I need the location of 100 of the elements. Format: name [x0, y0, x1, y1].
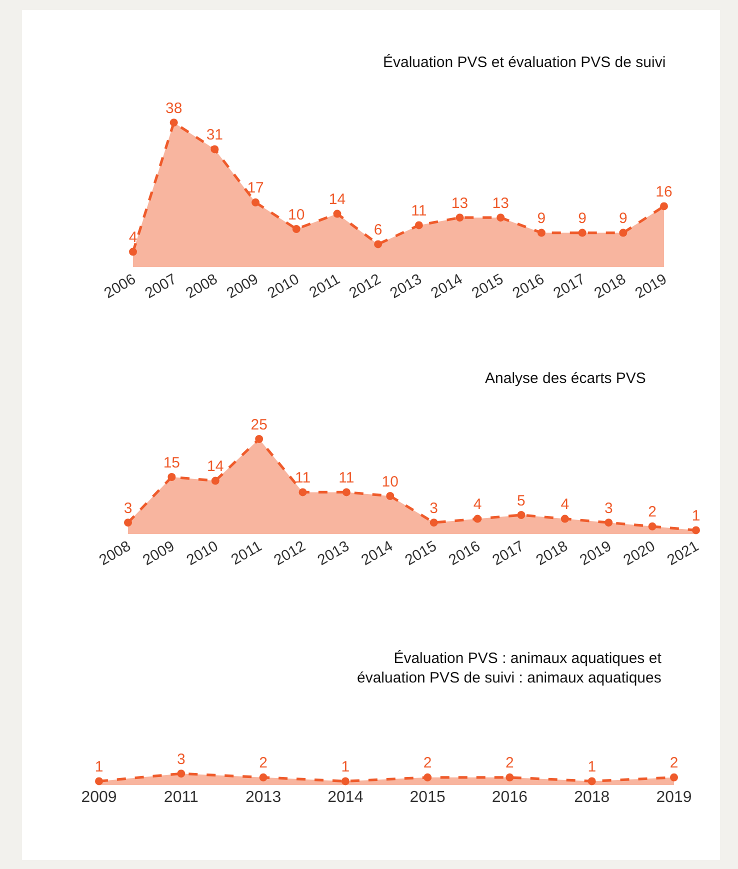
point	[210, 145, 219, 154]
x-tick-label: 2014	[358, 538, 396, 570]
data-label: 2	[670, 754, 678, 772]
point	[129, 248, 137, 256]
point	[474, 514, 482, 523]
point	[537, 228, 546, 237]
point	[124, 518, 132, 527]
x-tick-label: 2012	[271, 538, 309, 570]
data-label: 25	[250, 416, 268, 434]
x-tick-label: 2014	[328, 789, 364, 806]
data-label: 4	[473, 496, 482, 514]
data-label: 2	[506, 754, 514, 772]
data-label: 4	[128, 229, 138, 246]
data-label: 15	[163, 454, 180, 472]
point	[342, 488, 350, 496]
data-label: 1	[588, 758, 596, 776]
data-label: 3	[124, 500, 132, 517]
x-tick-label: 2018	[533, 538, 571, 570]
x-tick-label: 2015	[410, 789, 446, 806]
point	[660, 202, 668, 210]
data-label: 3	[176, 750, 186, 768]
data-label: 14	[207, 458, 224, 476]
point	[648, 522, 656, 530]
point	[298, 488, 307, 496]
data-label: 4	[560, 496, 570, 514]
x-tick-label: 2016	[446, 538, 484, 570]
data-label: 9	[618, 210, 628, 228]
point	[168, 473, 176, 481]
data-label: 2	[423, 754, 432, 772]
data-label: 5	[517, 492, 526, 510]
x-tick-label: 2008	[183, 270, 220, 302]
data-label: 13	[492, 194, 509, 212]
point	[578, 228, 586, 237]
data-label: 1	[341, 758, 350, 776]
point	[374, 240, 382, 248]
point	[456, 214, 464, 222]
x-tick-label: 2021	[664, 538, 702, 570]
x-tick-label: 2006	[101, 270, 139, 302]
x-tick-label: 2014	[428, 270, 466, 302]
x-tick-label: 2016	[510, 270, 548, 302]
data-label: 11	[294, 469, 311, 486]
x-tick-label: 2019	[576, 538, 614, 570]
point	[430, 518, 438, 527]
chart-title: Évaluation PVS : animaux aquatiques et évaluation PVS de suivi : animaux aquatiques	[357, 649, 662, 686]
data-label: 1	[692, 507, 700, 524]
x-tick-label: 2013	[245, 789, 282, 806]
x-tick-label: 2009	[140, 538, 178, 570]
x-tick-label: 2012	[346, 270, 384, 302]
data-label: 16	[656, 183, 672, 200]
point	[170, 118, 178, 127]
point	[496, 214, 505, 222]
data-label: 3	[604, 500, 613, 517]
point	[252, 198, 260, 206]
x-tick-label: 2008	[96, 538, 134, 570]
x-tick-label: 2019	[656, 789, 692, 806]
x-tick-label: 2013	[387, 270, 425, 302]
data-label: 13	[451, 194, 468, 212]
data-label: 9	[578, 210, 586, 228]
x-tick-label: 2016	[492, 789, 528, 806]
x-tick-label: 2018	[574, 789, 610, 806]
point	[333, 210, 342, 218]
data-label: 10	[288, 206, 305, 224]
x-tick-label: 2011	[164, 789, 198, 806]
x-tick-label: 2015	[402, 538, 440, 570]
x-tick-label: 2011	[306, 270, 343, 302]
data-label: 31	[206, 126, 224, 144]
point	[386, 492, 394, 500]
x-tick-label: 2017	[490, 538, 527, 570]
x-tick-label: 2018	[591, 270, 629, 302]
point	[619, 228, 628, 237]
x-tick-label: 2009	[81, 789, 117, 806]
x-tick-label: 2011	[228, 538, 265, 569]
x-tick-label: 2010	[184, 538, 222, 570]
chart-title: Analyse des écarts PVS	[485, 370, 646, 387]
data-label: 11	[411, 202, 427, 220]
x-tick-label: 2009	[224, 270, 262, 302]
data-label: 11	[338, 469, 354, 486]
data-label: 2	[259, 754, 268, 772]
point	[292, 225, 300, 233]
x-tick-label: 2007	[142, 270, 180, 302]
data-label: 6	[374, 221, 382, 238]
point	[692, 526, 700, 534]
x-tick-label: 2010	[264, 270, 302, 302]
x-tick-label: 2017	[550, 270, 588, 302]
point	[255, 435, 264, 443]
point	[560, 514, 569, 523]
data-label: 17	[247, 180, 264, 197]
point	[211, 476, 220, 485]
data-label: 38	[166, 100, 182, 117]
x-tick-label: 2013	[314, 538, 352, 570]
data-label: 2	[648, 504, 656, 521]
data-label: 14	[328, 191, 346, 208]
x-tick-label: 2015	[468, 270, 506, 302]
x-tick-label: 2020	[620, 538, 658, 570]
chart-title: Évaluation PVS et évaluation PVS de suivi	[383, 53, 666, 71]
data-label: 3	[430, 500, 438, 517]
data-label: 10	[382, 473, 398, 490]
point	[604, 518, 613, 527]
data-label: 9	[537, 210, 546, 228]
x-tick-label: 2019	[632, 270, 670, 302]
